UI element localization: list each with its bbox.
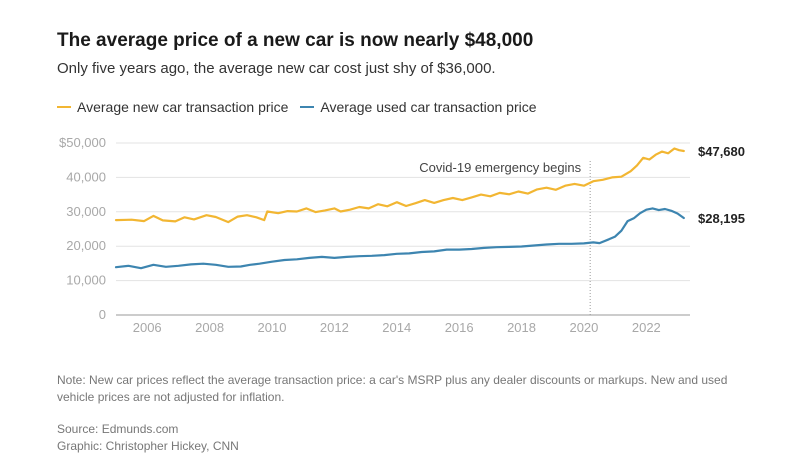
x-tick-label: 2016 bbox=[445, 320, 474, 335]
legend: Average new car transaction price Averag… bbox=[57, 99, 549, 115]
used-car-end-label: $28,195 bbox=[698, 211, 745, 226]
new-car-end-label: $47,680 bbox=[698, 144, 745, 159]
y-tick-label: 30,000 bbox=[66, 204, 106, 219]
y-tick-label: $50,000 bbox=[59, 135, 106, 150]
used-car-price-line bbox=[114, 207, 685, 270]
legend-item-used: Average used car transaction price bbox=[300, 99, 537, 115]
y-tick-label: 20,000 bbox=[66, 238, 106, 253]
x-tick-label: 2010 bbox=[258, 320, 287, 335]
legend-swatch-new bbox=[57, 106, 71, 108]
footnote: Note: New car prices reflect the average… bbox=[57, 373, 728, 404]
covid-annotation-label: Covid-19 emergency begins bbox=[419, 160, 581, 175]
source-line: Source: Edmunds.com bbox=[57, 422, 179, 436]
legend-label-used: Average used car transaction price bbox=[320, 99, 537, 115]
x-tick-label: 2008 bbox=[195, 320, 224, 335]
line-chart: 0 10,000 20,000 30,000 40,000 $50,000 2006 2008… bbox=[59, 135, 745, 335]
x-tick-label: 2006 bbox=[133, 320, 162, 335]
y-tick-label: 10,000 bbox=[66, 273, 106, 288]
x-tick-label: 2012 bbox=[320, 320, 349, 335]
x-tick-label: 2018 bbox=[507, 320, 536, 335]
y-tick-label: 40,000 bbox=[66, 169, 106, 184]
y-tick-label: 0 bbox=[99, 307, 106, 322]
graphic-credit: Graphic: Christopher Hickey, CNN bbox=[57, 439, 239, 453]
legend-item-new: Average new car transaction price bbox=[57, 99, 288, 115]
legend-label-new: Average new car transaction price bbox=[77, 99, 289, 115]
x-tick-label: 2014 bbox=[382, 320, 411, 335]
x-tick-label: 2022 bbox=[632, 320, 661, 335]
x-tick-label: 2020 bbox=[569, 320, 598, 335]
new-car-price-line bbox=[114, 147, 685, 224]
chart-title: The average price of a new car is now ne… bbox=[57, 30, 534, 51]
chart-subtitle: Only five years ago, the average new car… bbox=[57, 60, 496, 77]
legend-swatch-used bbox=[300, 106, 315, 108]
